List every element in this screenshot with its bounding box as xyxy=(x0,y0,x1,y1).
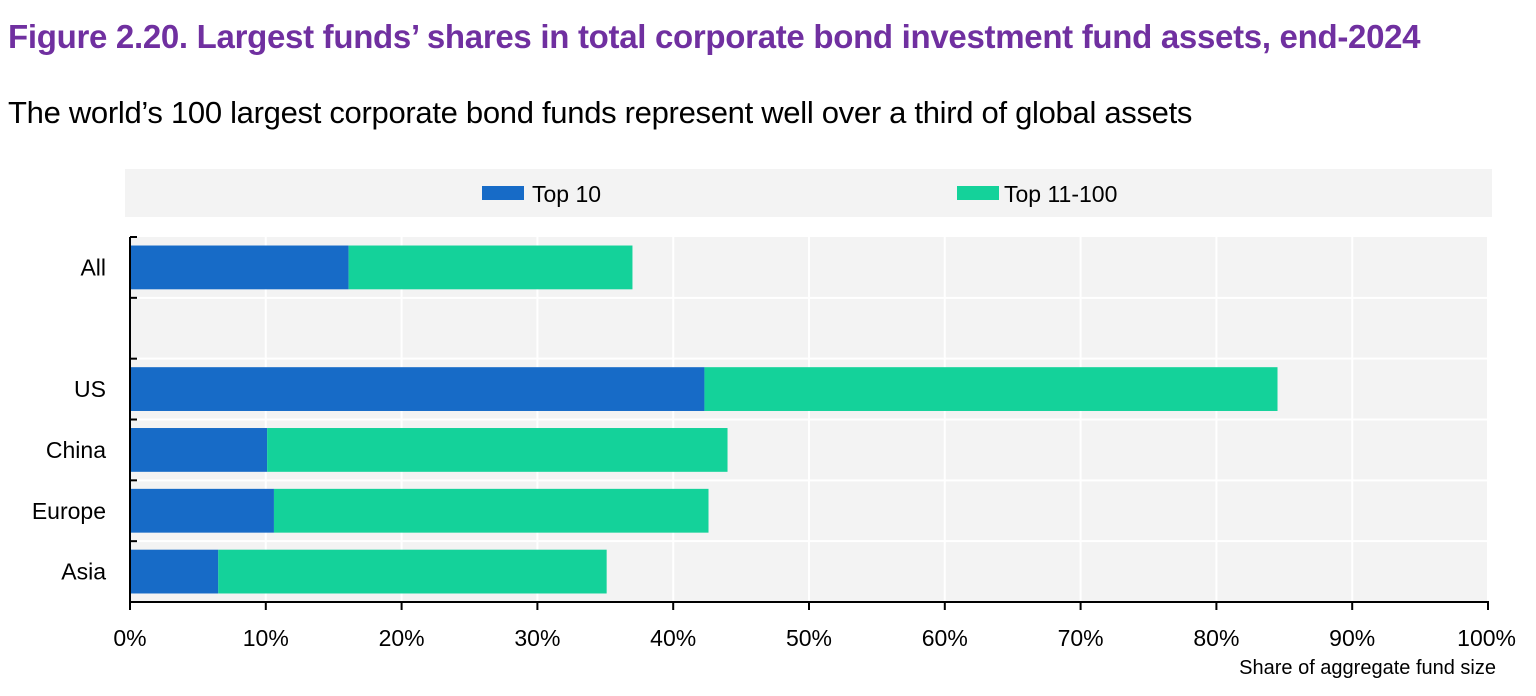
y-tick-label-us: US xyxy=(74,376,106,402)
x-tick-label: 50% xyxy=(786,625,832,651)
y-tick-label-all: All xyxy=(80,254,106,280)
x-tick-label: 20% xyxy=(379,625,425,651)
x-axis-label: Share of aggregate fund size xyxy=(1239,657,1496,679)
x-axis: 0% 10% 20% 30% 40% 50% 60% 70% 80% 90% 100% xyxy=(113,601,1516,651)
legend-swatch-top-11-100 xyxy=(957,186,999,200)
figure-title: Figure 2.20. Largest funds’ shares in to… xyxy=(8,18,1421,55)
x-tick-label: 30% xyxy=(514,625,560,651)
legend-swatch-top-10 xyxy=(482,186,524,200)
y-tick-label-europe: Europe xyxy=(32,498,106,524)
legend-label-top-10: Top 10 xyxy=(532,181,601,207)
x-tick-label: 90% xyxy=(1329,625,1375,651)
bar-europe-top-11-100 xyxy=(273,488,709,533)
bar-us-top-11-100 xyxy=(704,367,1278,411)
gridlines xyxy=(130,237,1489,602)
x-tick-label: 40% xyxy=(650,625,696,651)
y-tick-label-asia: Asia xyxy=(61,559,106,585)
x-tick-label: 100% xyxy=(1457,625,1516,651)
figure-subtitle: The world’s 100 largest corporate bond f… xyxy=(8,95,1193,130)
y-tick-label-china: China xyxy=(46,437,106,463)
bars xyxy=(130,245,1278,594)
x-tick-label: 70% xyxy=(1058,625,1104,651)
x-tick-label: 0% xyxy=(113,625,146,651)
legend-label-top-11-100: Top 11-100 xyxy=(1004,181,1117,207)
legend-background xyxy=(125,169,1492,217)
legend: Top 10 Top 11-100 xyxy=(482,181,1117,207)
bar-all-top-10 xyxy=(130,245,349,290)
bar-china-top-10 xyxy=(130,428,268,472)
x-tick-label: 60% xyxy=(922,625,968,651)
bar-all-top-11-100 xyxy=(348,245,633,290)
bar-china-top-11-100 xyxy=(267,428,728,472)
x-tick-label: 80% xyxy=(1193,625,1239,651)
bar-europe-top-10 xyxy=(130,488,274,533)
bar-asia-top-10 xyxy=(130,549,219,594)
x-tick-label: 10% xyxy=(243,625,289,651)
bar-us-top-10 xyxy=(130,367,705,411)
bar-asia-top-11-100 xyxy=(218,549,607,594)
y-axis: All US China Europe Asia xyxy=(32,236,137,603)
